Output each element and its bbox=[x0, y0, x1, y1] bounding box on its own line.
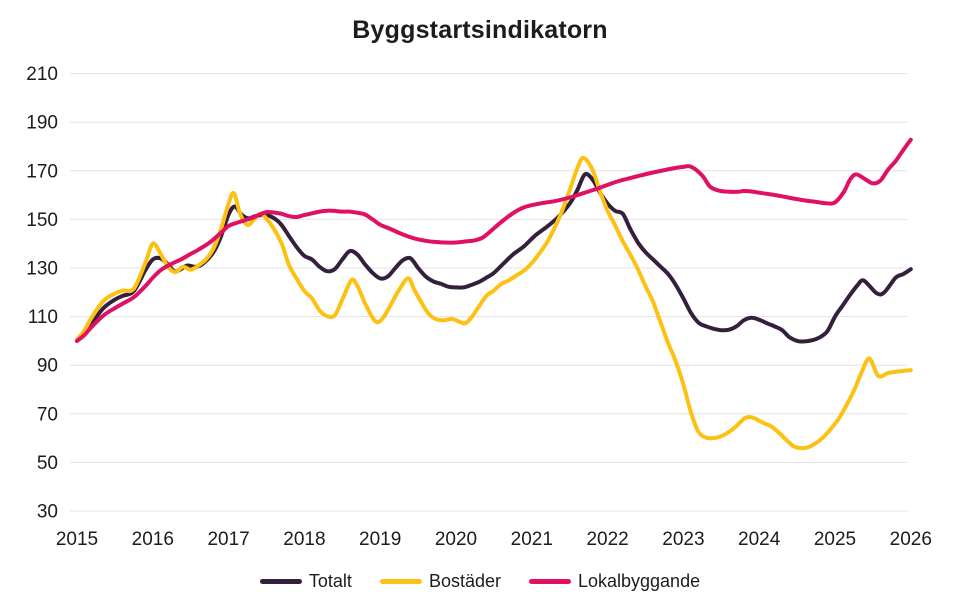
legend-swatch bbox=[379, 579, 422, 584]
legend-label: Lokalbyggande bbox=[577, 571, 701, 591]
y-axis-label: 30 bbox=[37, 502, 58, 523]
x-axis-label: 2022 bbox=[586, 529, 628, 550]
series-line-bostader bbox=[75, 155, 913, 451]
x-axis-label: 2017 bbox=[207, 529, 249, 550]
legend-item: Totalt bbox=[259, 571, 352, 592]
x-axis-label: 2018 bbox=[283, 529, 325, 550]
y-axis-label: 170 bbox=[26, 161, 58, 182]
x-axis-label: 2025 bbox=[814, 529, 856, 550]
x-axis-label: 2024 bbox=[738, 529, 781, 550]
legend-label: Totalt bbox=[308, 571, 352, 591]
legend-swatch bbox=[259, 579, 302, 584]
y-axis-label: 130 bbox=[26, 259, 58, 280]
legend-item: Lokalbyggande bbox=[528, 571, 701, 592]
y-axis-label: 210 bbox=[26, 64, 58, 85]
y-axis-label: 70 bbox=[37, 404, 58, 425]
x-axis-label: 2015 bbox=[56, 529, 98, 550]
chart-title: Byggstartsindikatorn bbox=[352, 16, 608, 44]
y-axis-label: 110 bbox=[28, 307, 58, 328]
y-axis-label: 90 bbox=[37, 356, 58, 377]
x-axis-label: 2019 bbox=[359, 529, 401, 550]
x-axis-label: 2023 bbox=[662, 529, 704, 550]
x-axis-label: 2020 bbox=[435, 529, 477, 550]
y-axis-label: 50 bbox=[37, 453, 58, 474]
legend-item: Bostäder bbox=[379, 571, 501, 592]
x-axis-label: 2016 bbox=[132, 529, 174, 550]
legend-label: Bostäder bbox=[428, 571, 501, 591]
legend-swatch bbox=[528, 579, 571, 584]
x-axis-label: 2021 bbox=[511, 529, 553, 550]
y-axis-label: 150 bbox=[26, 210, 58, 231]
legend: Totalt Bostäder Lokalbyggande bbox=[0, 571, 960, 592]
series-line-lokalbyggande bbox=[75, 137, 913, 343]
x-axis-label: 2026 bbox=[890, 529, 932, 550]
line-chart-plot-area: 210 190 170 150 130 110 90 70 50 30 2015 2016 2017 20… bbox=[26, 64, 932, 550]
series-line-totalt bbox=[75, 171, 913, 344]
y-axis-label: 190 bbox=[26, 113, 58, 134]
